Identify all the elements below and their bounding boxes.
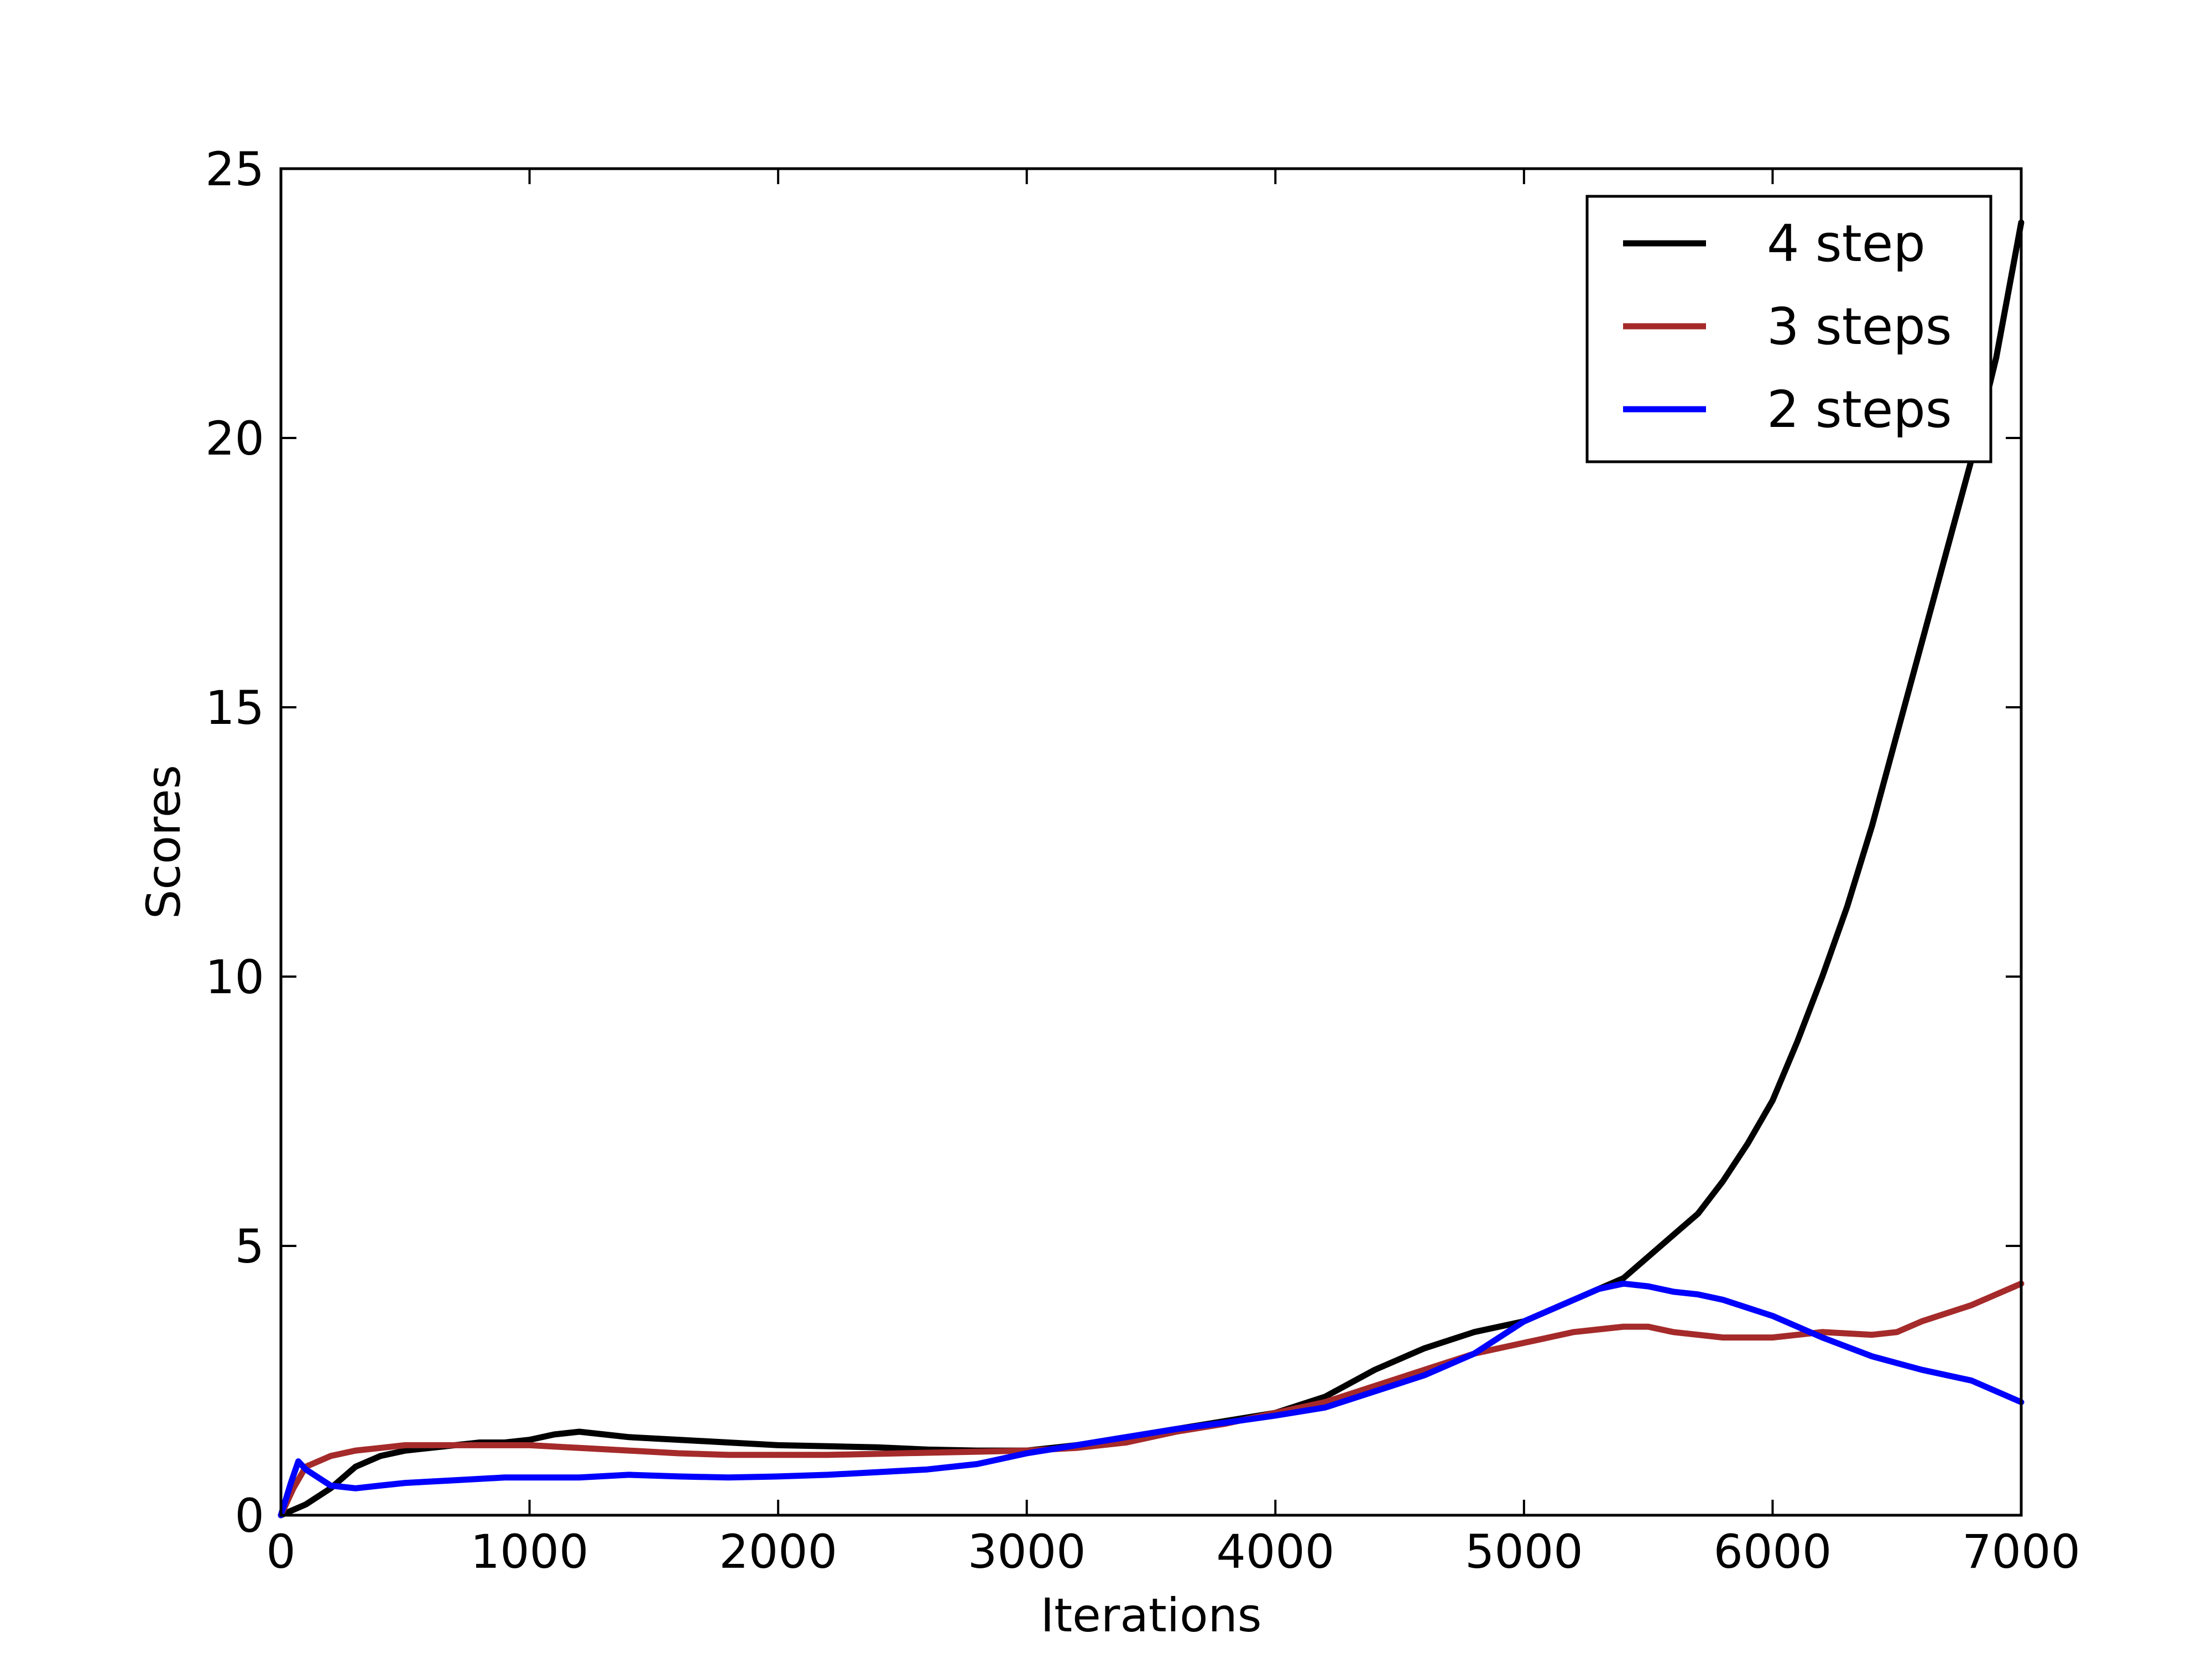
y-tick-label: 10 — [205, 950, 264, 1004]
y-tick-label: 20 — [205, 411, 264, 466]
legend-label: 2 steps — [1767, 380, 1952, 439]
plot-lines — [278, 219, 2025, 1519]
legend-label: 4 step — [1767, 214, 1926, 273]
x-tick-label: 6000 — [1714, 1525, 1832, 1579]
series-line-2 — [278, 1280, 2025, 1519]
y-tick-label: 5 — [235, 1219, 264, 1274]
y-axis-label: Scores — [137, 765, 191, 919]
x-tick-label: 2000 — [719, 1525, 837, 1579]
legend: 4 step 3 steps 2 steps — [1585, 195, 1992, 463]
y-axis-ticks: 0 5 10 15 20 25 — [205, 142, 2021, 1543]
x-tick-label: 1000 — [471, 1525, 589, 1579]
series-line-3 — [278, 1280, 2025, 1519]
x-tick-label: 5000 — [1465, 1525, 1583, 1579]
x-tick-label: 0 — [266, 1525, 295, 1579]
x-tick-label: 7000 — [1962, 1525, 2080, 1579]
legend-label: 3 steps — [1767, 297, 1952, 356]
y-tick-label: 0 — [235, 1489, 264, 1543]
x-axis-ticks: 0 1000 2000 3000 4000 5000 6000 7000 — [266, 169, 2080, 1579]
y-tick-label: 15 — [205, 681, 264, 735]
x-tick-label: 4000 — [1216, 1525, 1334, 1579]
plot-frame — [279, 167, 2023, 1517]
x-tick-label: 3000 — [968, 1525, 1086, 1579]
y-tick-label: 25 — [205, 142, 264, 196]
x-axis-label: Iterations — [1040, 1588, 1261, 1642]
